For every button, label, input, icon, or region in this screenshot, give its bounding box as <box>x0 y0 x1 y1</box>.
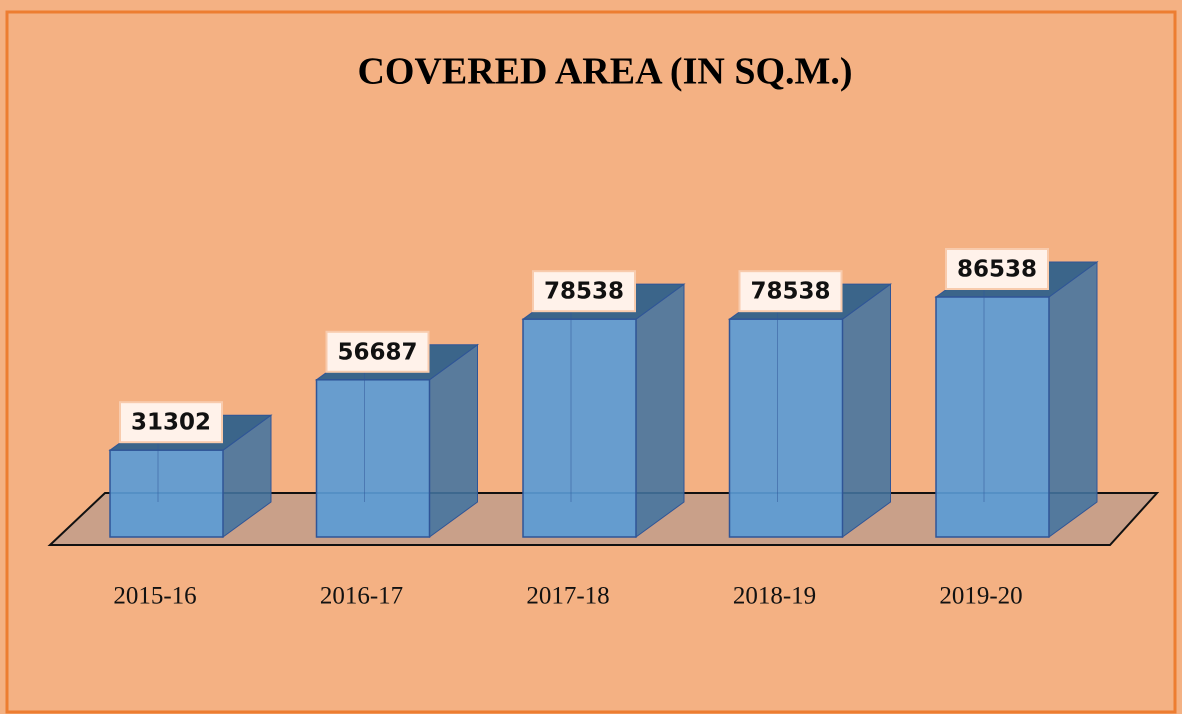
bar-side <box>842 284 891 537</box>
bar-side <box>636 284 684 537</box>
value-label: 56687 <box>337 339 417 365</box>
bar <box>522 318 637 538</box>
value-label-box <box>532 270 636 313</box>
x-tick-label: 2015-16 <box>113 583 196 610</box>
value-label: 86538 <box>957 257 1037 283</box>
x-tick-label: 2019-20 <box>939 583 1022 610</box>
bar-side-shade <box>1048 261 1098 538</box>
value-label: 78538 <box>750 279 830 305</box>
value-label-box <box>325 330 430 373</box>
value-label-box <box>119 401 223 444</box>
chart-title: COVERED AREA (IN SQ.M.) <box>357 51 852 93</box>
bar-side-shade <box>635 283 685 538</box>
frame <box>5 10 1177 714</box>
x-tick-label: 2016-17 <box>320 583 403 610</box>
value-label: 31302 <box>131 410 211 436</box>
bar-side <box>429 344 478 537</box>
bar <box>315 379 431 538</box>
bar <box>935 296 1050 538</box>
bar <box>109 449 224 538</box>
x-tick-label: 2017-18 <box>526 583 609 610</box>
x-tick-label: 2018-19 <box>733 583 816 610</box>
value-label-box <box>945 248 1049 290</box>
bar-side <box>223 415 271 537</box>
bar <box>728 318 844 538</box>
bar-side-shade <box>842 283 891 538</box>
value-label: 78538 <box>544 279 624 305</box>
value-label-box <box>738 270 843 313</box>
bar-side <box>1049 262 1097 537</box>
